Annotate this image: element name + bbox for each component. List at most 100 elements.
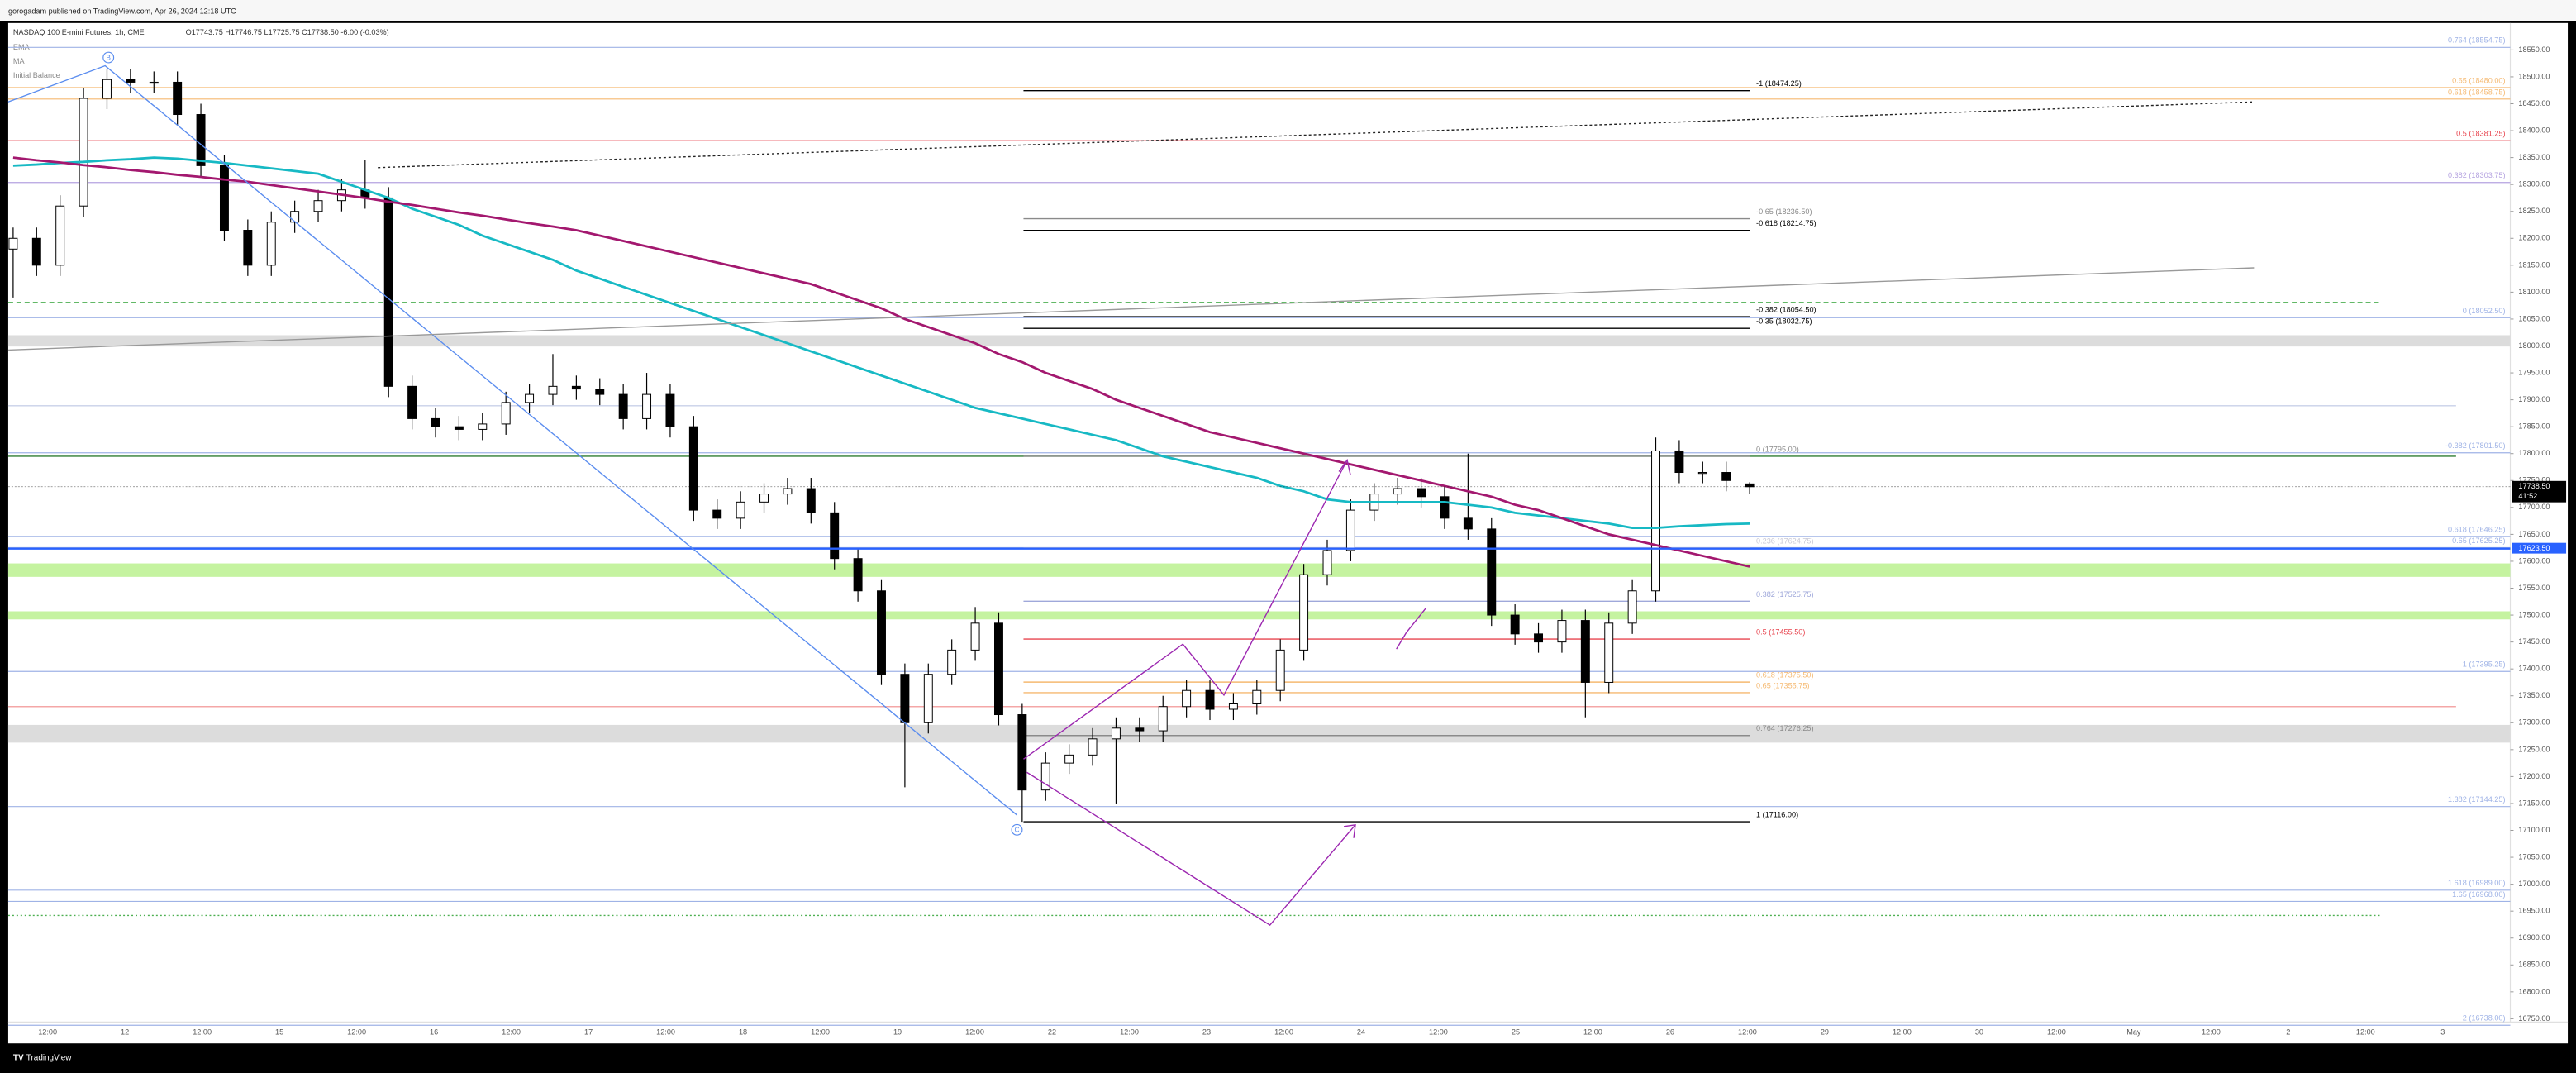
y-tick-label: 17650.00 [2518,530,2550,538]
x-tick-label: 26 [1666,1028,1674,1037]
x-tick-label: 12:00 [2047,1028,2066,1037]
price-label: 17623.50 [2518,544,2550,552]
x-tick-label: 19 [893,1028,902,1037]
y-tick-label: 17050.00 [2518,852,2550,861]
candle-body [79,98,88,207]
fib-level-label: -0.382 (18054.50) [1756,305,1817,313]
candle-body [1721,472,1731,481]
initial-balance-zone [7,611,2511,620]
y-tick-label: 17950.00 [2518,368,2550,376]
candle-body [595,389,605,395]
candle-body [501,402,511,425]
candle-body [1135,727,1145,732]
x-tick-label: 12 [121,1028,129,1037]
x-tick-label: 23 [1202,1028,1211,1037]
x-tick-label: 18 [739,1028,747,1037]
arrow-head [1343,824,1356,838]
candle-body [1534,633,1544,643]
candle-body [407,385,417,419]
candle-body [478,423,488,430]
candle-body [55,205,65,266]
fib-extension-label: 1.65 (16968.00) [2452,890,2505,899]
fib-level-label: -1 (18474.25) [1756,79,1802,88]
fib-extension-label: 0.618 (18458.75) [2448,88,2506,96]
candle-body [266,222,276,266]
fib-extension-label: 0.65 (17625.25) [2452,536,2505,545]
candle-body [431,417,440,427]
candle-body [1345,509,1355,551]
x-tick-label: 16 [430,1028,438,1037]
brand: TradingView [26,1054,72,1063]
candle-body [1064,754,1074,764]
candle-body [525,393,535,403]
fib-level-label: 0.65 (17355.75) [1756,681,1809,689]
candle-body [1205,689,1215,710]
y-tick-label: 17350.00 [2518,691,2550,699]
y-tick-label: 18250.00 [2518,207,2550,215]
candle-body [1697,472,1707,475]
candle-body [454,426,464,430]
fib-level-label: 0.618 (17375.50) [1756,671,1814,680]
symbol-title: NASDAQ 100 E-mini Futures, 1h, CME [13,28,145,36]
x-tick-label: 22 [1048,1028,1056,1037]
y-tick-label: 17250.00 [2518,745,2550,753]
y-tick-label: 18400.00 [2518,126,2550,134]
candle-body [383,197,393,387]
chart-area [7,22,2569,1044]
candle-body [947,649,957,675]
legend-initial-balance: Initial Balance [13,71,60,79]
candle-body [736,501,745,519]
candle-body [1651,450,1660,592]
fib-level-label: 0.382 (17525.75) [1756,590,1814,598]
x-tick-label: 3 [2440,1028,2445,1037]
publisher: gorogadam published on TradingView.com, … [8,7,236,15]
wave-marker [1011,823,1023,836]
x-tick-label: 12:00 [1120,1028,1139,1037]
initial-balance-zone [7,563,2511,577]
x-tick-label: 25 [1512,1028,1520,1037]
y-tick-label: 16850.00 [2518,961,2550,969]
y-tick-label: 16750.00 [2518,1014,2550,1023]
candle-body [665,393,675,427]
candle-body [759,494,769,503]
candle-body [1580,620,1590,683]
brand-logo: TV [13,1054,24,1063]
ohlc-legend: O17743.75 H17746.75 L17725.75 C17738.50 … [186,28,389,36]
zone [7,335,2511,347]
candle-body [571,385,581,390]
x-tick-label: 30 [1975,1028,1983,1037]
x-tick-label: 2 [2286,1028,2290,1037]
candle-body [712,509,722,519]
candle-body [1088,738,1098,756]
y-tick-label: 17850.00 [2518,422,2550,431]
x-tick-label: 12:00 [347,1028,366,1037]
y-tick-label: 16900.00 [2518,933,2550,942]
candle-body [1417,488,1426,498]
candle-body [688,426,698,511]
y-tick-label: 18150.00 [2518,260,2550,269]
countdown: 41:52 [2518,492,2537,500]
x-tick-label: 12:00 [811,1028,830,1037]
y-tick-label: 16950.00 [2518,907,2550,915]
x-tick-label: 12:00 [1738,1028,1757,1037]
candle-body [994,622,1003,716]
fib-level-label: -0.65 (18236.50) [1756,207,1812,216]
projection-up [1023,460,1348,760]
candle-body [1182,689,1192,708]
candle-body [1299,574,1309,651]
y-tick-label: 17300.00 [2518,718,2550,727]
fib-level-label: -0.618 (18214.75) [1756,219,1817,227]
fib-level-label: 0.764 (17276.25) [1756,724,1814,732]
x-tick-label: 29 [1821,1028,1829,1037]
x-tick-label: 12:00 [2356,1028,2375,1037]
fib-level-label: 1 (17116.00) [1756,811,1798,819]
fib-extension-label: 0.764 (18554.75) [2448,36,2506,45]
x-tick-label: 15 [275,1028,283,1037]
fib-extension-label: 0.5 (18381.25) [2456,130,2505,138]
candle-body [126,79,136,83]
candle-body [1627,590,1637,624]
candle-body [1322,550,1332,575]
candle-body [1393,488,1402,495]
candle-body [1111,727,1121,740]
